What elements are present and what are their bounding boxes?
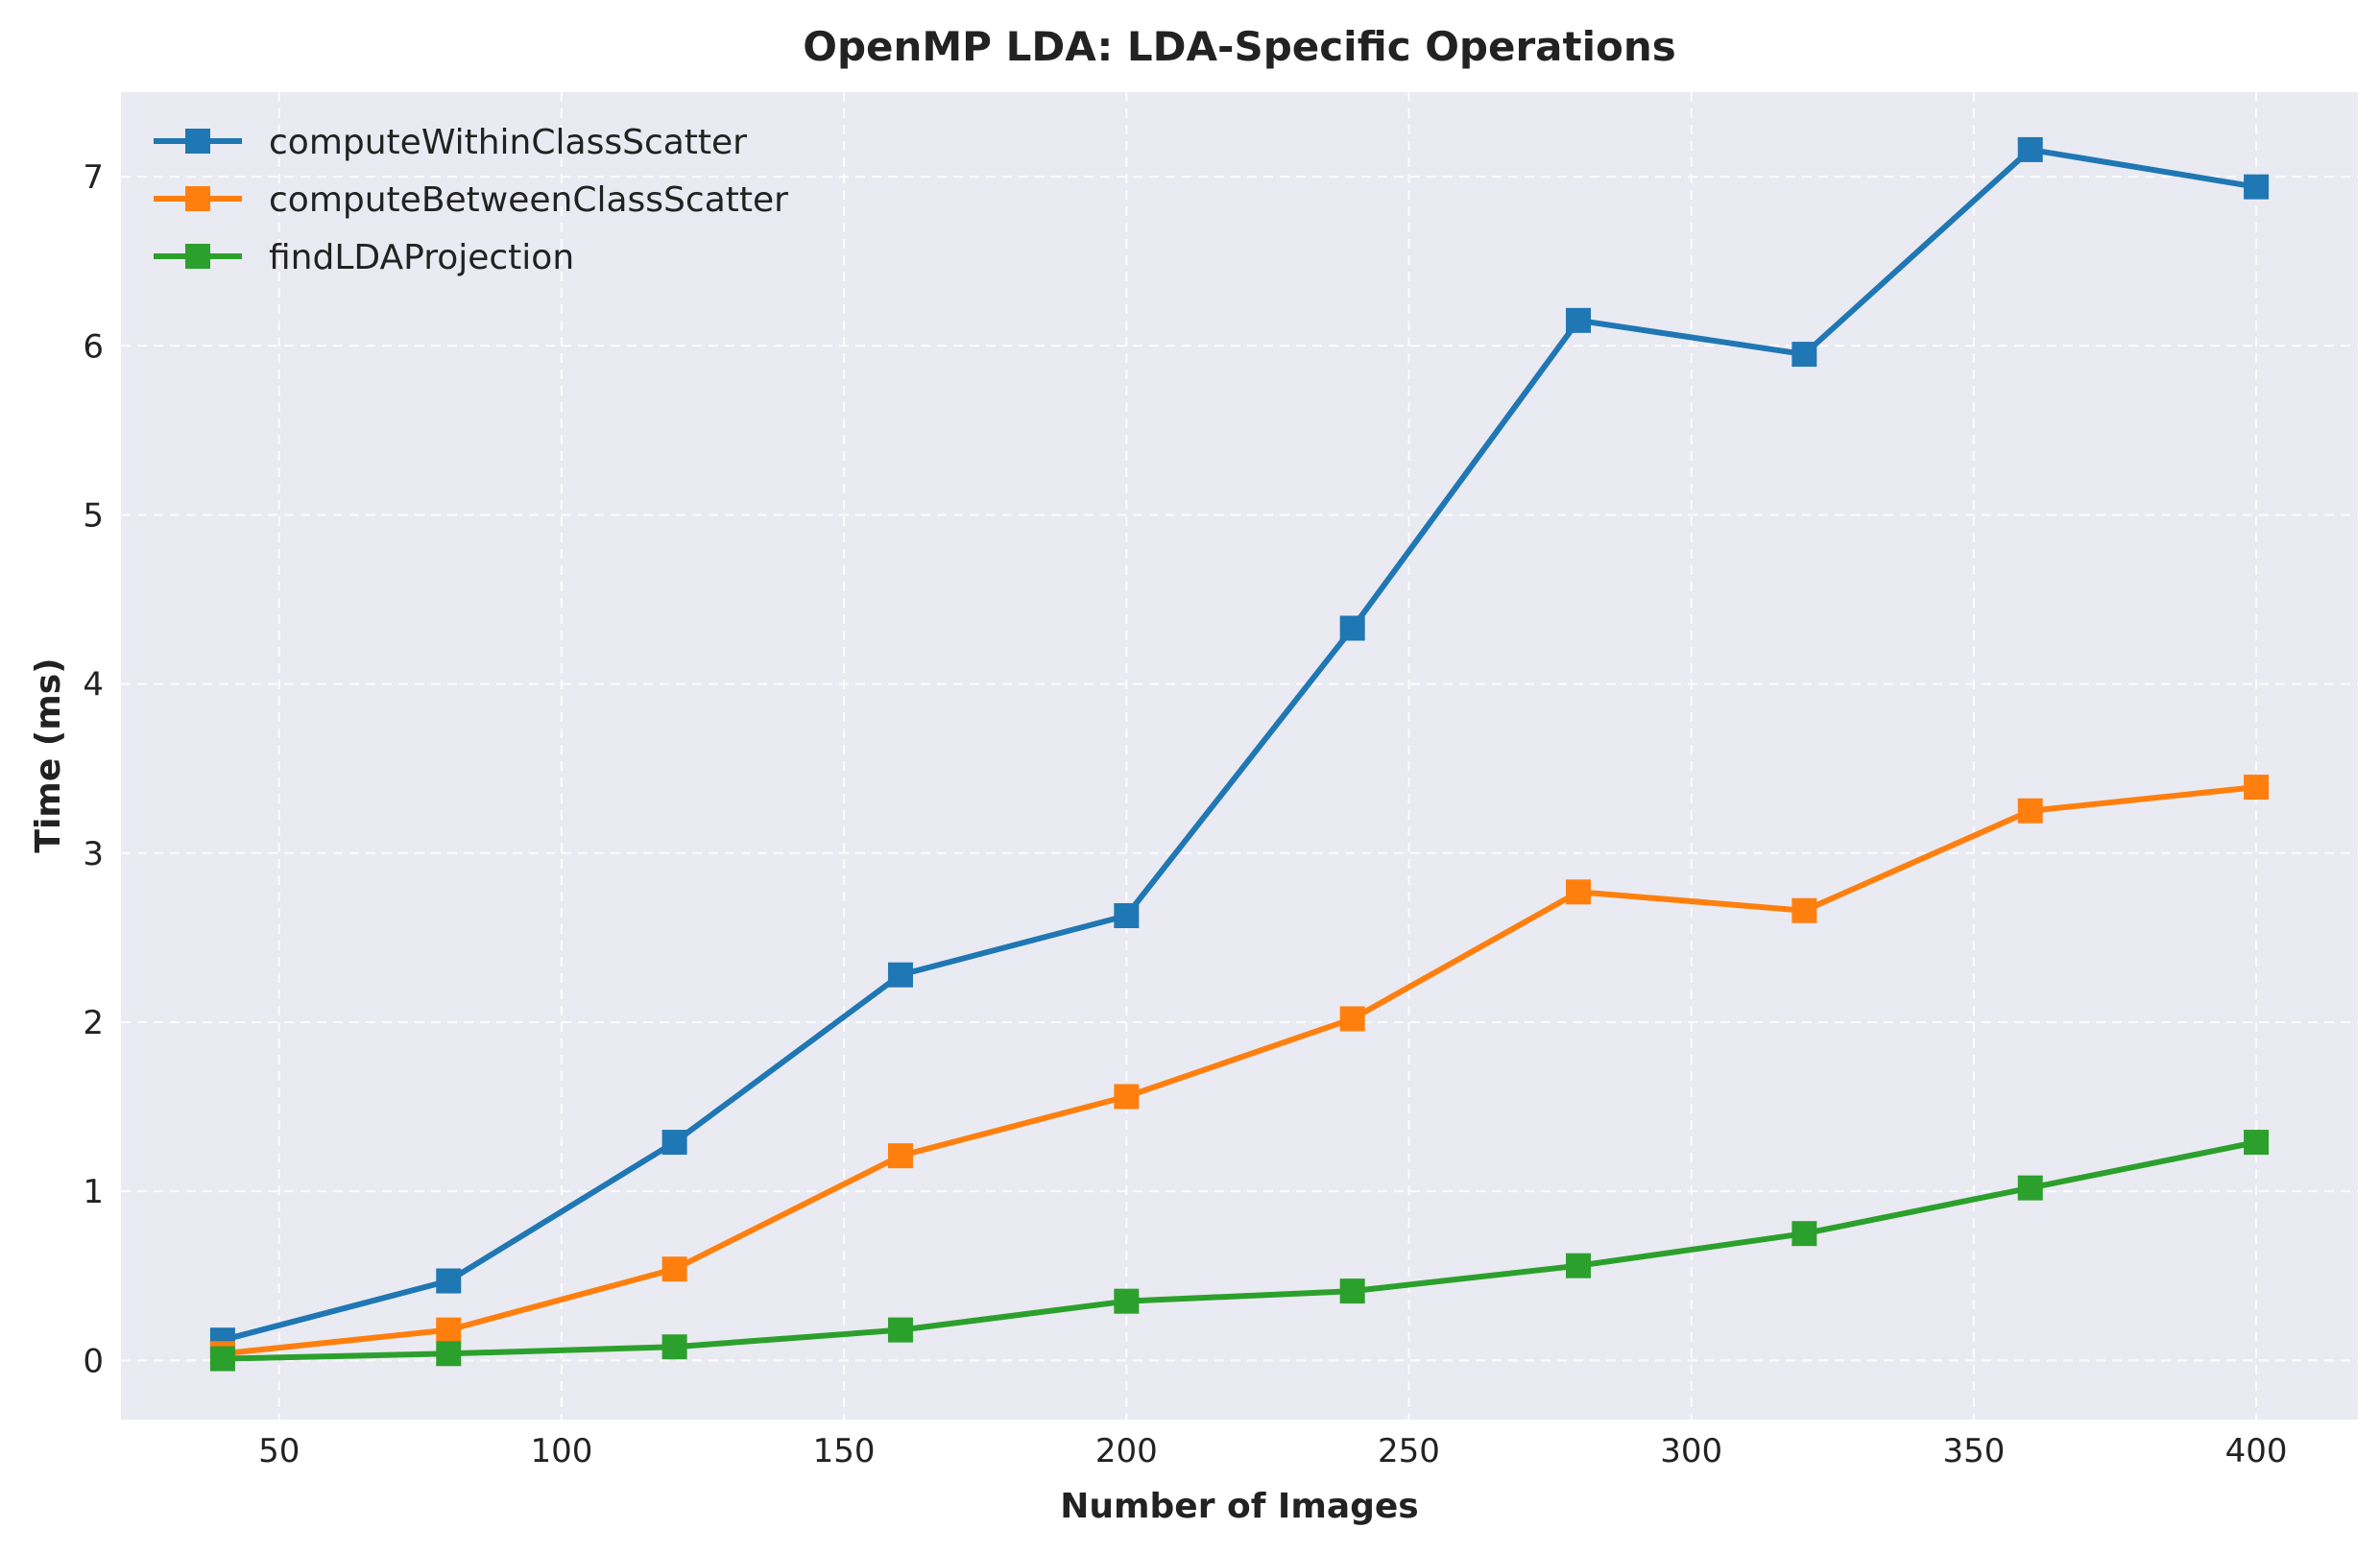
data-point-marker [1566, 307, 1592, 333]
data-point-marker [2017, 1175, 2043, 1201]
chart-title: OpenMP LDA: LDA-Specific Operations [803, 23, 1676, 70]
legend-marker [185, 244, 210, 269]
series-markers [209, 136, 2270, 1372]
series-lines [219, 146, 2260, 1362]
data-point-marker [1566, 879, 1592, 905]
x-tick-label: 400 [2225, 1432, 2288, 1470]
y-tick-label: 4 [83, 666, 104, 705]
y-tick-labels: 0 1 2 3 4 5 6 7 [83, 158, 104, 1380]
y-tick-label: 7 [83, 158, 104, 197]
legend-label: findLDAProjection [269, 238, 574, 277]
legend-marker [185, 129, 210, 154]
data-point-marker [2244, 775, 2270, 800]
data-point-marker [1339, 1278, 1365, 1304]
legend-label: computeBetweenClassScatter [269, 180, 788, 220]
data-point-marker [436, 1317, 462, 1343]
data-point-marker [1791, 897, 1817, 923]
data-point-marker [1114, 1084, 1140, 1110]
x-tick-label: 150 [813, 1432, 876, 1470]
x-tick-labels: 50 100 150 200 250 300 350 400 [258, 1432, 2287, 1470]
data-point-marker [1339, 1006, 1365, 1032]
data-point-marker [661, 1334, 687, 1360]
plot-area [121, 92, 2358, 1420]
y-tick-label: 3 [83, 835, 104, 873]
x-tick-label: 100 [530, 1432, 592, 1470]
series-line [219, 1139, 2260, 1362]
x-tick-label: 350 [1942, 1432, 2005, 1470]
y-tick-label: 1 [83, 1173, 104, 1211]
y-tick-label: 5 [83, 496, 104, 535]
data-point-marker [2244, 1130, 2270, 1156]
data-point-marker [661, 1256, 687, 1282]
data-point-marker [1566, 1253, 1592, 1278]
legend: computeWithinClassScatter computeBetweenC… [154, 123, 788, 277]
data-point-marker [2017, 798, 2043, 824]
data-point-marker [1791, 342, 1817, 368]
data-point-marker [1339, 615, 1365, 641]
y-tick-label: 0 [83, 1342, 104, 1380]
x-tick-label: 50 [258, 1432, 300, 1470]
y-tick-label: 6 [83, 327, 104, 366]
series-line [219, 146, 2260, 1344]
data-point-marker [2244, 174, 2270, 200]
x-axis-label: Number of Images [1060, 1487, 1418, 1526]
y-axis-label: Time (ms) [29, 657, 68, 852]
y-tick-label: 2 [83, 1004, 104, 1042]
data-point-marker [887, 1143, 913, 1169]
data-point-marker [1114, 1288, 1140, 1314]
x-tick-label: 250 [1378, 1432, 1440, 1470]
data-point-marker [436, 1268, 462, 1294]
data-point-marker [1791, 1221, 1817, 1247]
data-point-marker [887, 962, 913, 988]
y-grid [121, 176, 2358, 1362]
data-point-marker [209, 1346, 235, 1372]
data-point-marker [436, 1341, 462, 1367]
data-point-marker [1114, 902, 1140, 928]
x-grid [277, 92, 2258, 1420]
x-tick-label: 300 [1660, 1432, 1722, 1470]
data-point-marker [887, 1317, 913, 1343]
data-point-marker [2017, 136, 2043, 162]
x-tick-label: 200 [1095, 1432, 1158, 1470]
legend-marker [185, 186, 210, 211]
legend-label: computeWithinClassScatter [269, 123, 747, 162]
data-point-marker [661, 1130, 687, 1156]
series-line [219, 784, 2260, 1357]
